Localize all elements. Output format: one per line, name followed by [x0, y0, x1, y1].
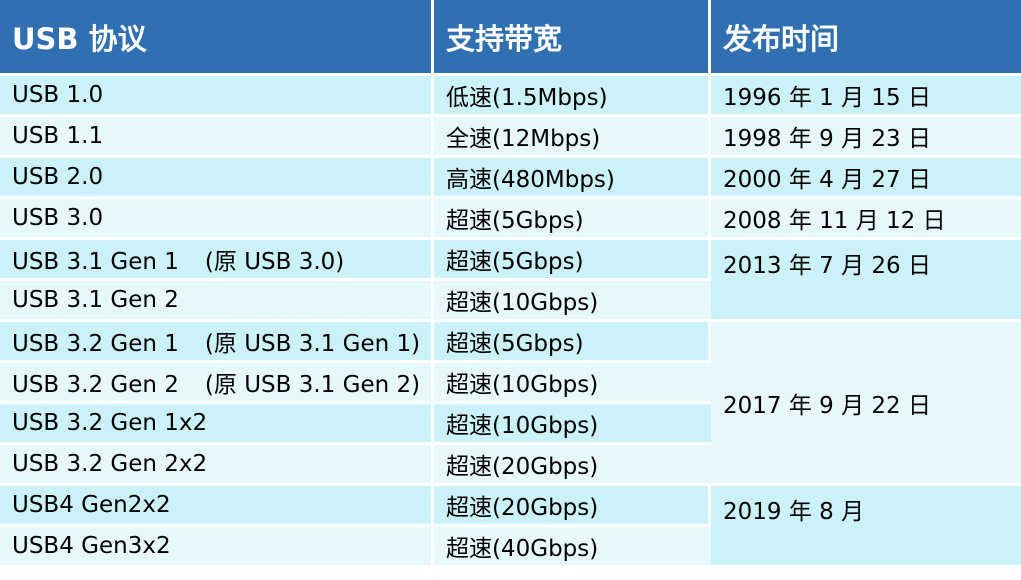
table-row: USB 3.2 Gen 1 (原 USB 3.1 Gen 1) 超速(5Gbps)… — [0, 322, 1021, 486]
table-row: USB 3.2 Gen 2x2 超速(20Gbps) — [0, 445, 1021, 486]
protocol-note: (原 USB 3.1 Gen 2) — [204, 372, 421, 398]
release-date-cell: 2013 年 7 月 26 日 — [711, 240, 1021, 322]
protocol-cell: USB4 Gen2x2 — [0, 486, 434, 527]
release-date-cell: 2008 年 11 月 12 日 — [711, 199, 1021, 240]
protocol-name: USB 3.1 Gen 1 — [12, 249, 179, 275]
protocol-cell: USB 3.0 — [0, 199, 434, 240]
table-row: USB 3.0 超速(5Gbps) 2008 年 11 月 12 日 — [0, 199, 1021, 240]
bandwidth-cell: 全速(12Mbps) — [434, 117, 711, 158]
bandwidth-cell: 超速(40Gbps) — [434, 527, 711, 568]
bandwidth-cell: 超速(10Gbps) — [434, 404, 711, 445]
protocol-cell: USB4 Gen3x2 — [0, 527, 434, 568]
bandwidth-cell: 超速(10Gbps) — [434, 281, 711, 322]
table-row: USB 3.1 Gen 2 超速(10Gbps) — [0, 281, 1021, 322]
release-date-cell: 2017 年 9 月 22 日 — [711, 322, 1021, 486]
protocol-cell: USB 3.2 Gen 2x2 — [0, 445, 434, 486]
protocol-note: (原 USB 3.0) — [204, 249, 345, 275]
table-row: USB 1.1 全速(12Mbps) 1998 年 9 月 23 日 — [0, 117, 1021, 158]
usb-protocol-table: USB 协议 支持带宽 发布时间 USB 1.0 低速(1.5Mbps) 199… — [0, 0, 1021, 568]
table-row: USB 3.2 Gen 2 (原 USB 3.1 Gen 2) 超速(10Gbps… — [0, 363, 1021, 404]
table-row: USB4 Gen2x2 超速(20Gbps) 2019 年 8 月 — [0, 486, 1021, 568]
header-bandwidth: 支持带宽 — [434, 0, 711, 76]
protocol-cell: USB 3.1 Gen 1 (原 USB 3.0) — [0, 240, 434, 281]
protocol-cell: USB 3.2 Gen 1 (原 USB 3.1 Gen 1) — [0, 322, 434, 363]
protocol-name: USB 3.2 Gen 1 — [12, 331, 179, 357]
release-date-cell: 2000 年 4 月 27 日 — [711, 158, 1021, 199]
release-date-cell: 1996 年 1 月 15 日 — [711, 76, 1021, 117]
table-row: USB 3.2 Gen 1x2 超速(10Gbps) — [0, 404, 1021, 445]
header-protocol: USB 协议 — [0, 0, 434, 76]
protocol-cell: USB 2.0 — [0, 158, 434, 199]
protocol-cell: USB 3.2 Gen 2 (原 USB 3.1 Gen 2) — [0, 363, 434, 404]
table-row: USB 1.0 低速(1.5Mbps) 1996 年 1 月 15 日 — [0, 76, 1021, 117]
protocol-cell: USB 3.1 Gen 2 — [0, 281, 434, 322]
bandwidth-cell: 超速(5Gbps) — [434, 322, 711, 363]
protocol-name: USB 3.2 Gen 2 — [12, 372, 179, 398]
protocol-cell: USB 1.1 — [0, 117, 434, 158]
protocol-note: (原 USB 3.1 Gen 1) — [204, 331, 421, 357]
release-date-cell: 1998 年 9 月 23 日 — [711, 117, 1021, 158]
bandwidth-cell: 超速(5Gbps) — [434, 199, 711, 240]
protocol-cell: USB 1.0 — [0, 76, 434, 117]
header-release-date: 发布时间 — [711, 0, 1021, 76]
header-row: USB 协议 支持带宽 发布时间 — [0, 0, 1021, 76]
bandwidth-cell: 超速(10Gbps) — [434, 363, 711, 404]
table-row: USB 2.0 高速(480Mbps) 2000 年 4 月 27 日 — [0, 158, 1021, 199]
table-row: USB 3.1 Gen 1 (原 USB 3.0) 超速(5Gbps) 2013 … — [0, 240, 1021, 322]
bandwidth-cell: 超速(5Gbps) — [434, 240, 711, 281]
bandwidth-cell: 超速(20Gbps) — [434, 486, 711, 527]
table-row: USB4 Gen3x2 超速(40Gbps) — [0, 527, 1021, 568]
release-date-cell: 2019 年 8 月 — [711, 486, 1021, 568]
bandwidth-cell: 高速(480Mbps) — [434, 158, 711, 199]
bandwidth-cell: 超速(20Gbps) — [434, 445, 711, 486]
protocol-cell: USB 3.2 Gen 1x2 — [0, 404, 434, 445]
bandwidth-cell: 低速(1.5Mbps) — [434, 76, 711, 117]
